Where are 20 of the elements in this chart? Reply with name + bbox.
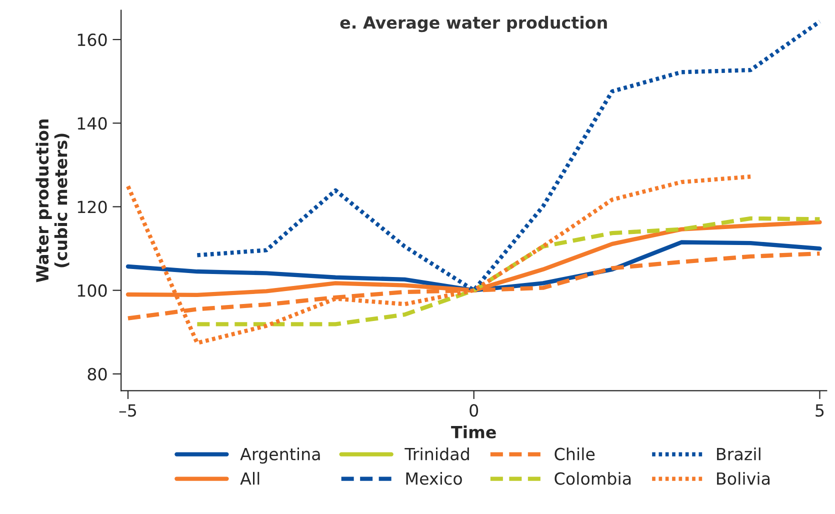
- chart-title: e. Average water production: [340, 16, 607, 32]
- legend-label: Colombia: [554, 472, 631, 485]
- y-tick-label: 160: [78, 34, 107, 46]
- y-tick-label: 80: [88, 368, 107, 380]
- x-tick-label: –5: [119, 404, 136, 417]
- y-tick-label: 120: [78, 200, 107, 214]
- legend-label: Bolivia: [717, 472, 770, 485]
- legend-label: Trinidad: [404, 447, 469, 460]
- y-tick-label: 140: [78, 117, 107, 130]
- x-tick-label: 0: [470, 404, 478, 417]
- x-axis-title: Time: [451, 426, 496, 438]
- y-axis-title: Water production (cubic meters): [36, 119, 70, 282]
- legend-label: Chile: [554, 447, 595, 460]
- legend-label: Mexico: [406, 472, 462, 485]
- line-series: [195, 216, 822, 326]
- legend-label: Brazil: [717, 447, 760, 460]
- x-tick-label: 5: [816, 404, 824, 417]
- legend-label: Argentina: [240, 447, 320, 464]
- y-tick-label: 100: [78, 284, 107, 297]
- legend-label: All: [240, 472, 260, 485]
